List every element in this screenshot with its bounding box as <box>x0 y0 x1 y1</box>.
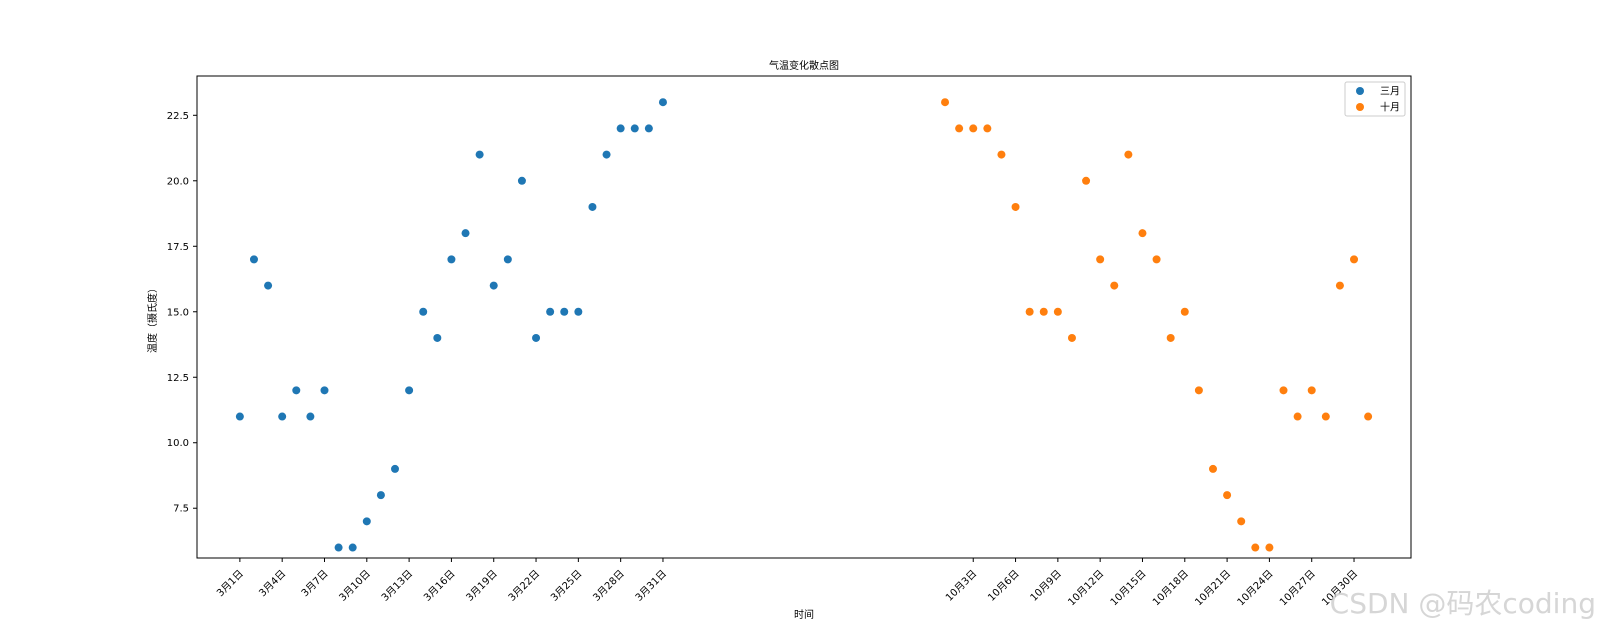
data-point-october <box>1364 412 1373 421</box>
data-point-october <box>941 98 950 107</box>
data-point-october <box>1293 412 1302 421</box>
y-tick-label: 22.5 <box>167 111 189 122</box>
data-point-october <box>1223 491 1232 500</box>
data-point-march <box>588 202 597 211</box>
data-point-march <box>560 307 569 316</box>
data-point-march <box>574 307 583 316</box>
data-point-october <box>997 150 1006 159</box>
data-point-october <box>1152 255 1161 264</box>
data-point-march <box>489 281 498 290</box>
data-point-march <box>278 412 287 421</box>
data-point-march <box>433 333 442 342</box>
data-point-october <box>1025 307 1034 316</box>
data-point-march <box>264 281 273 290</box>
data-point-october <box>1053 307 1062 316</box>
data-point-march <box>517 176 526 185</box>
data-point-march <box>235 412 244 421</box>
data-point-october <box>1067 333 1076 342</box>
data-point-march <box>376 491 385 500</box>
data-point-october <box>1237 517 1246 526</box>
data-point-october <box>1138 229 1147 238</box>
data-point-october <box>1011 202 1020 211</box>
y-tick-label: 20.0 <box>167 176 189 187</box>
data-point-october <box>1208 464 1217 473</box>
legend-marker-march <box>1356 87 1364 95</box>
data-point-october <box>1082 176 1091 185</box>
data-point-march <box>292 386 301 395</box>
data-point-march <box>348 543 357 552</box>
data-point-march <box>334 543 343 552</box>
data-point-october <box>1180 307 1189 316</box>
data-point-march <box>532 333 541 342</box>
data-point-march <box>616 124 625 133</box>
y-tick-label: 10.0 <box>167 438 189 449</box>
y-tick-label: 17.5 <box>167 242 189 253</box>
y-axis-label: 温度（摄氏度） <box>146 283 159 353</box>
legend: 三月 十月 <box>1344 81 1406 117</box>
watermark-text: CSDN @码农coding <box>1329 587 1596 620</box>
data-point-march <box>644 124 653 133</box>
data-point-october <box>1194 386 1203 395</box>
data-point-october <box>1350 255 1359 264</box>
data-point-october <box>983 124 992 133</box>
x-axis-label: 时间 <box>794 608 814 621</box>
y-axis: 7.5 10.0 12.5 15.0 17.5 20.0 22.5 <box>167 111 197 515</box>
data-point-march <box>419 307 428 316</box>
data-point-october <box>1321 412 1330 421</box>
data-point-october <box>1166 333 1175 342</box>
data-point-march <box>447 255 456 264</box>
data-point-march <box>391 464 400 473</box>
data-point-march <box>503 255 512 264</box>
data-point-march <box>475 150 484 159</box>
data-point-march <box>362 517 371 526</box>
y-tick-label: 12.5 <box>167 373 189 384</box>
data-point-october <box>1096 255 1105 264</box>
data-point-march <box>405 386 414 395</box>
data-point-march <box>461 229 470 238</box>
data-point-october <box>969 124 978 133</box>
legend-label-october: 十月 <box>1380 101 1400 114</box>
data-point-october <box>1279 386 1288 395</box>
data-point-october <box>1039 307 1048 316</box>
data-point-october <box>1307 386 1316 395</box>
data-point-march <box>602 150 611 159</box>
plot-frame <box>196 75 1412 559</box>
data-point-march <box>546 307 555 316</box>
y-tick-label: 15.0 <box>167 307 189 318</box>
legend-marker-october <box>1356 103 1364 111</box>
data-point-october <box>1251 543 1260 552</box>
data-point-march <box>249 255 258 264</box>
data-point-october <box>955 124 964 133</box>
data-points <box>235 98 1373 552</box>
data-point-march <box>306 412 315 421</box>
data-point-october <box>1335 281 1344 290</box>
chart-title: 气温变化散点图 <box>769 59 839 72</box>
y-tick-label: 7.5 <box>173 504 189 515</box>
data-point-march <box>630 124 639 133</box>
data-point-october <box>1265 543 1274 552</box>
data-point-october <box>1110 281 1119 290</box>
legend-label-march: 三月 <box>1380 86 1400 98</box>
data-point-march <box>658 98 667 107</box>
data-point-october <box>1124 150 1133 159</box>
data-point-march <box>320 386 329 395</box>
